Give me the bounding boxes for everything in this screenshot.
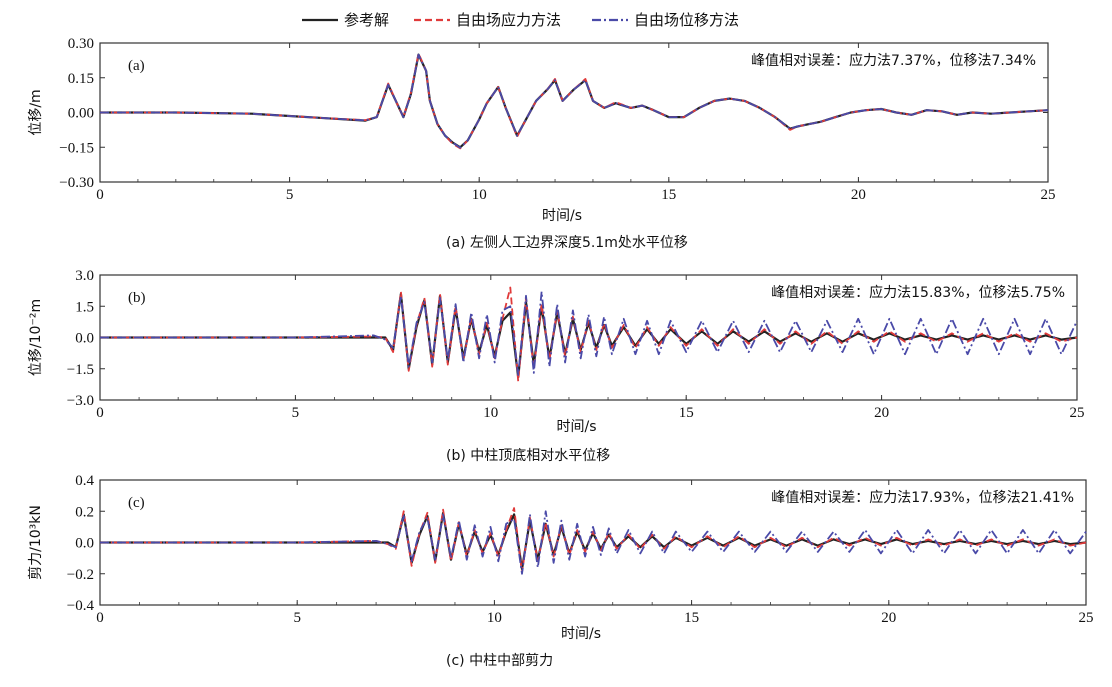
panel-caption: (a) 左侧人工边界深度5.1m处水平位移: [446, 235, 688, 251]
legend-label-1: 自由场应力方法: [456, 11, 561, 29]
x-tick-label: 10: [472, 187, 487, 203]
y-tick-label: 0.15: [68, 71, 94, 87]
x-tick-label: 25: [1041, 187, 1056, 203]
chart-panels: 0 5 10 15 20 25−0.30−0.150.000.150.30时间/s位移/m…: [28, 36, 1094, 669]
series-line-0: [100, 511, 1087, 571]
y-tick-label: 0.30: [68, 36, 94, 52]
error-annotation: 峰值相对误差：应力法17.93%，位移法21.41%: [771, 489, 1074, 506]
x-tick-label: 15: [684, 610, 699, 626]
series-line-0: [100, 292, 1078, 379]
y-tick-label: −0.15: [59, 140, 94, 156]
x-axis-label: 时间/s: [542, 208, 582, 224]
y-tick-label: 0.0: [75, 331, 94, 347]
x-tick-label: 0: [96, 405, 104, 421]
x-tick-label: 15: [661, 187, 676, 203]
series-line-1: [100, 507, 1087, 574]
y-axis-label: 位移/m: [28, 89, 44, 135]
x-tick-label: 5: [292, 405, 300, 421]
y-axis-label: 剪力/10³kN: [28, 505, 44, 580]
x-axis-label: 时间/s: [561, 626, 601, 642]
x-tick-label: 25: [1070, 405, 1085, 421]
panel-b: 0 5 10 15 20 25 −3.0 −1.5 0.0 1.5 3.0 时间/s 位移/10⁻²m (…: [28, 268, 1085, 464]
y-axis-label: 位移/10⁻²m: [28, 299, 44, 376]
y-tick-label: −0.30: [59, 175, 94, 191]
x-axis-label: 时间/s: [556, 419, 596, 435]
y-tick-label: −1.5: [67, 362, 94, 378]
panel-c: 0 5 10 15 20 25 −0.4 −0.2 0.0 0.2 0.4 时间/s 剪力/10³kN (…: [28, 473, 1094, 669]
y-tick-label: −0.2: [67, 567, 94, 583]
x-tick-label: 0: [96, 610, 104, 626]
x-tick-label: 15: [679, 405, 694, 421]
x-tick-label: 5: [286, 187, 294, 203]
y-tick-label: 0.2: [75, 504, 94, 520]
panel-letter: (a): [128, 58, 145, 74]
x-tick-label: 5: [293, 610, 301, 626]
panel-caption: (b) 中柱顶底相对水平位移: [446, 448, 610, 464]
y-tick-label: 0.4: [75, 473, 94, 489]
error-annotation: 峰值相对误差：应力法7.37%，位移法7.34%: [751, 52, 1036, 69]
legend: 参考解 自由场应力方法 自由场位移方法: [302, 11, 739, 29]
y-tick-label: −0.4: [67, 598, 95, 614]
legend-label-2: 自由场位移方法: [634, 11, 739, 29]
series-line-2: [100, 290, 1078, 376]
y-tick-label: −3.0: [67, 393, 94, 409]
y-tick-label: 1.5: [75, 299, 94, 315]
panel-caption: (c) 中柱中部剪力: [446, 653, 553, 669]
panel-letter: (c): [128, 495, 145, 511]
series-line-2: [100, 510, 1087, 575]
x-tick-label: 0: [96, 187, 104, 203]
y-tick-label: 3.0: [75, 268, 94, 284]
x-tick-label: 20: [874, 405, 889, 421]
x-tick-label: 20: [851, 187, 866, 203]
series-line-2: [100, 53, 1049, 149]
panel-a: 0 5 10 15 20 25 −0.30 −0.15 0.00 0.15 0.30 时间/s 位移/m…: [28, 36, 1056, 251]
x-tick-label: 10: [487, 610, 502, 626]
series-line-1: [100, 286, 1078, 383]
x-tick-label: 10: [483, 405, 498, 421]
legend-label-0: 参考解: [344, 11, 389, 29]
y-tick-label: 0.00: [68, 106, 94, 122]
x-tick-label: 20: [881, 610, 896, 626]
panel-letter: (b): [128, 290, 146, 306]
error-annotation: 峰值相对误差：应力法15.83%，位移法5.75%: [771, 284, 1065, 301]
y-tick-label: 0.0: [75, 536, 94, 552]
x-tick-label: 25: [1079, 610, 1094, 626]
